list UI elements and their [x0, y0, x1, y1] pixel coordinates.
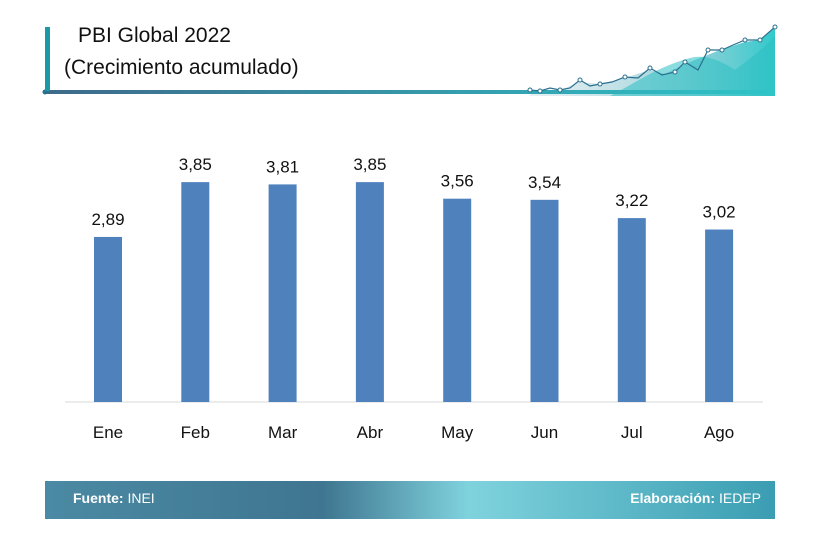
x-tick-label-feb: Feb: [181, 423, 210, 442]
bar-jul: [617, 218, 646, 402]
source-label: Fuente:: [73, 490, 124, 506]
x-tick-label-may: May: [441, 423, 474, 442]
data-label-jun: 3,54: [528, 173, 561, 192]
data-label-jul: 3,22: [615, 191, 648, 210]
x-tick-label-jul: Jul: [621, 423, 643, 442]
credit-label: Elaboración:: [630, 490, 716, 506]
data-label-mar: 3,81: [266, 157, 299, 176]
chart-title: PBI Global 2022: [78, 24, 231, 47]
data-label-abr: 3,85: [353, 155, 386, 174]
bar-may: [443, 198, 472, 402]
title-accent-bar: [45, 27, 50, 91]
bar-mar: [268, 184, 297, 402]
data-label-ago: 3,02: [703, 203, 736, 222]
x-tick-label-jun: Jun: [531, 423, 558, 442]
bar-ago: [705, 229, 734, 402]
bar-feb: [181, 182, 210, 402]
footer-bar: Fuente: INEI Elaboración: IEDEP: [45, 481, 775, 519]
bar-chart: 2,89 Ene 3,85 Feb 3,81 Mar 3,85 Abr 3,56 May 3,54 J…: [65, 155, 763, 442]
source-note: Fuente: INEI: [73, 490, 155, 506]
credit-note: Elaboración: IEDEP: [630, 490, 761, 506]
x-tick-label-ene: Ene: [93, 423, 123, 442]
data-label-may: 3,56: [441, 172, 474, 191]
data-label-ene: 2,89: [91, 210, 124, 229]
x-tick-label-ago: Ago: [704, 423, 734, 442]
header-decoration: [42, 24, 778, 96]
data-label-feb: 3,85: [179, 155, 212, 174]
bar-ene: [94, 236, 122, 402]
bar-jun: [530, 199, 559, 402]
x-tick-label-mar: Mar: [268, 423, 298, 442]
credit-value: IEDEP: [718, 490, 761, 506]
chart-subtitle: (Crecimiento acumulado): [64, 56, 299, 79]
x-tick-label-abr: Abr: [357, 423, 384, 442]
source-value: INEI: [127, 490, 155, 506]
bar-abr: [355, 182, 384, 402]
